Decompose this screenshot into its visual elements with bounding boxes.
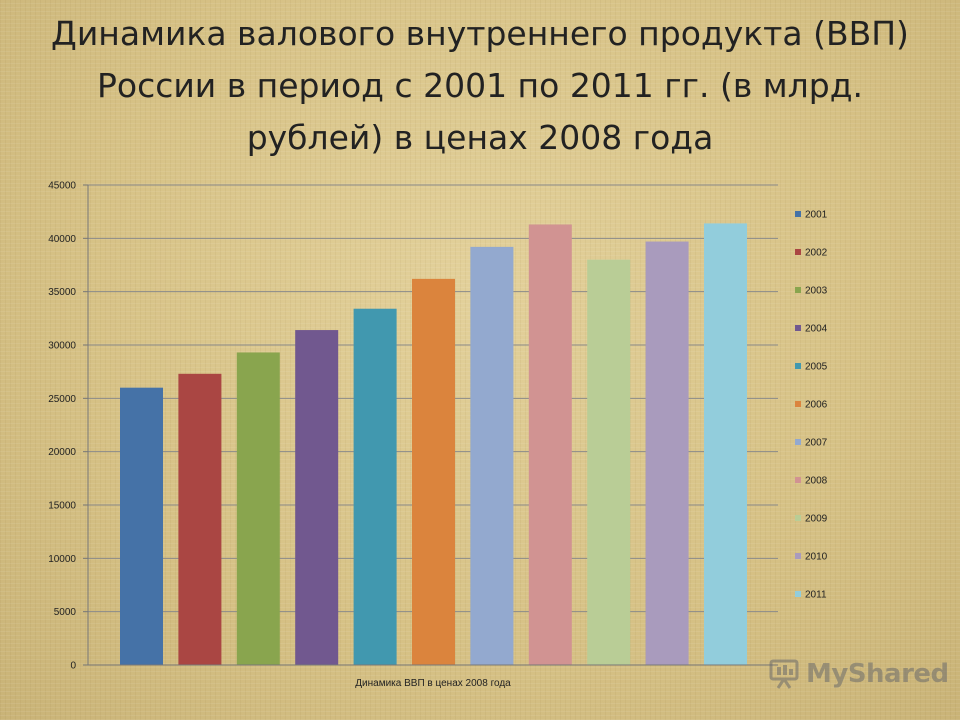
- bar-2002: [178, 373, 222, 665]
- y-tick-label: 40000: [48, 234, 76, 245]
- y-tick-label: 15000: [48, 501, 76, 512]
- legend-label-2008: 2008: [805, 476, 828, 487]
- legend-label-2010: 2010: [805, 552, 828, 563]
- bar-2001: [120, 387, 163, 665]
- bar-2007: [470, 246, 514, 665]
- legend-swatch-2005: [795, 363, 801, 369]
- legend-swatch-2009: [795, 515, 801, 521]
- bar-2008: [528, 224, 572, 665]
- legend-swatch-2001: [795, 211, 801, 217]
- presentation-screen-icon: [769, 659, 799, 689]
- legend-label-2006: 2006: [805, 400, 828, 411]
- slide-title: Динамика валового внутреннего продукта (…: [51, 14, 909, 157]
- legend-label-2003: 2003: [805, 286, 828, 297]
- legend-swatch-2008: [795, 477, 801, 483]
- legend-label-2009: 2009: [805, 514, 828, 525]
- y-tick-label: 20000: [48, 447, 76, 458]
- bar-2003: [236, 352, 280, 665]
- y-tick-label: 30000: [48, 341, 76, 352]
- legend-swatch-2003: [795, 287, 801, 293]
- bar-2011: [704, 223, 747, 665]
- y-tick-label: 0: [70, 661, 76, 672]
- y-tick-label: 25000: [48, 394, 76, 405]
- legend-label-2004: 2004: [805, 324, 828, 335]
- watermark-logo: MyShared: [768, 656, 949, 692]
- y-axis-tick-labels: 0 5000 10000 15000 20000 25000 30000 35000 40000…: [48, 181, 76, 672]
- chart-legend: 2001 2002 2003 2004 2005 2006 2007 2008 2009 2010…: [795, 210, 828, 601]
- x-axis-label: Динамика ВВП в ценах 2008 года: [355, 678, 511, 689]
- bar-2005: [353, 308, 397, 665]
- legend-swatch-2006: [795, 401, 801, 407]
- legend-swatch-2002: [795, 249, 801, 255]
- legend-label-2011: 2011: [805, 590, 827, 601]
- legend-swatch-2010: [795, 553, 801, 559]
- legend-swatch-2004: [795, 325, 801, 331]
- legend-label-2001: 2001: [805, 210, 828, 221]
- y-tick-label: 10000: [48, 554, 76, 565]
- y-tick-label: 35000: [48, 287, 76, 298]
- watermark-text: MyShared: [806, 659, 949, 689]
- legend-label-2002: 2002: [805, 248, 828, 259]
- bar-2004: [295, 330, 339, 665]
- bar-2010: [645, 241, 689, 666]
- bar-2006: [412, 278, 455, 665]
- legend-label-2007: 2007: [805, 438, 828, 449]
- y-tick-label: 5000: [54, 607, 77, 618]
- legend-swatch-2007: [795, 439, 801, 445]
- bar-2009: [587, 259, 631, 665]
- legend-swatch-2011: [795, 591, 801, 597]
- legend-label-2005: 2005: [805, 362, 828, 373]
- chart-bars: [120, 223, 747, 666]
- y-tick-label: 45000: [48, 181, 76, 192]
